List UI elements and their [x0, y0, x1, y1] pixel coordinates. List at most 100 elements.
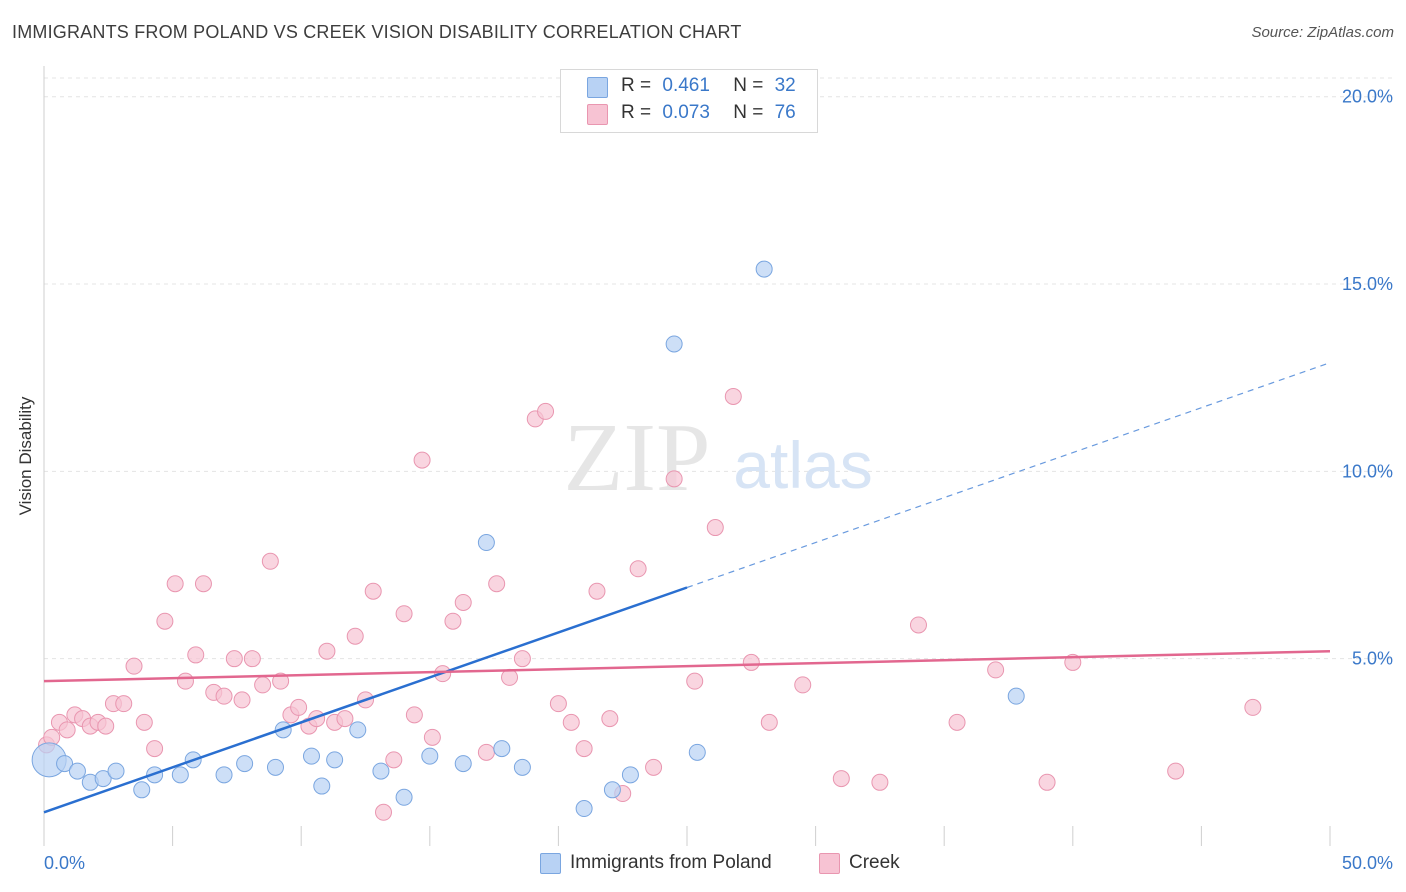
point-poland: [1007, 687, 1025, 705]
point-poland: [421, 747, 439, 765]
point-creek: [948, 713, 966, 731]
legend-n-value: 32: [774, 75, 796, 96]
point-poland: [665, 335, 683, 353]
point-poland: [215, 766, 233, 784]
point-creek: [215, 687, 233, 705]
point-creek: [290, 698, 308, 716]
point-creek: [1244, 698, 1262, 716]
point-poland: [513, 758, 531, 776]
point-creek: [501, 668, 519, 686]
point-poland: [302, 747, 320, 765]
axes: [43, 66, 1331, 846]
point-creek: [395, 605, 413, 623]
point-poland: [313, 777, 331, 795]
point-creek: [454, 593, 472, 611]
point-poland: [266, 758, 284, 776]
point-creek: [724, 387, 742, 405]
point-creek: [742, 653, 760, 671]
point-creek: [187, 646, 205, 664]
point-creek: [135, 713, 153, 731]
point-poland: [454, 755, 472, 773]
point-creek: [444, 612, 462, 630]
point-poland: [372, 762, 390, 780]
bottom-legend-label-poland: Immigrants from Poland: [570, 852, 772, 873]
gridlines: [44, 77, 1392, 660]
point-creek: [243, 650, 261, 668]
point-creek: [601, 710, 619, 728]
point-creek: [318, 642, 336, 660]
watermark: ZIP atlas: [564, 404, 873, 512]
y-tick-label: 10.0%: [1342, 461, 1393, 481]
legend-n-label: N =: [733, 75, 764, 96]
legend-r-value: 0.073: [662, 102, 710, 123]
legend-n-label: N =: [733, 102, 764, 123]
point-creek: [97, 717, 115, 735]
point-poland: [68, 762, 86, 780]
point-creek: [58, 721, 76, 739]
point-creek: [575, 740, 593, 758]
point-creek: [375, 803, 393, 821]
bottom-legend-label-creek: Creek: [849, 852, 900, 873]
trend-line-poland: [43, 586, 688, 814]
point-creek: [871, 773, 889, 791]
point-creek: [125, 657, 143, 675]
point-creek: [686, 672, 704, 690]
trend-lines: [43, 362, 1331, 814]
point-creek: [665, 470, 683, 488]
point-creek: [233, 691, 251, 709]
point-poland: [603, 781, 621, 799]
point-creek: [364, 582, 382, 600]
point-creek: [588, 582, 606, 600]
x-tick-label: 0.0%: [44, 853, 85, 873]
point-creek: [254, 676, 272, 694]
point-poland: [395, 788, 413, 806]
watermark-zip: ZIP: [564, 404, 711, 512]
point-poland: [56, 755, 74, 773]
point-poland: [349, 721, 367, 739]
point-creek: [549, 695, 567, 713]
point-creek: [760, 713, 778, 731]
legend-n-value: 76: [774, 102, 796, 123]
legend-r-label: R =: [621, 75, 652, 96]
point-creek: [272, 672, 290, 690]
point-creek: [261, 552, 279, 570]
bottom-legend-swatch-creek: [819, 853, 840, 874]
point-poland: [493, 740, 511, 758]
point-creek: [909, 616, 927, 634]
watermark-atlas: atlas: [733, 428, 872, 502]
tick-labels: 5.0% 10.0% 15.0% 20.0% 0.0% 50.0%: [44, 87, 1393, 873]
point-poland: [94, 770, 112, 788]
x-tick-label: 50.0%: [1342, 853, 1393, 873]
point-poland: [107, 762, 125, 780]
legend-swatch-poland: [587, 77, 608, 98]
y-tick-label: 5.0%: [1352, 649, 1393, 669]
legend-r-label: R =: [621, 102, 652, 123]
correlation-legend: R = 0.461 N = 32 R = 0.073 N = 76: [560, 69, 818, 133]
point-creek: [537, 402, 555, 420]
point-creek: [423, 728, 441, 746]
point-creek: [629, 560, 647, 578]
point-creek: [477, 743, 495, 761]
point-creek: [562, 713, 580, 731]
point-poland: [236, 755, 254, 773]
point-creek: [1167, 762, 1185, 780]
point-creek: [832, 770, 850, 788]
point-creek: [166, 575, 184, 593]
bottom-legend-swatch-poland: [540, 853, 561, 874]
point-creek: [115, 695, 133, 713]
point-poland: [688, 743, 706, 761]
point-poland: [575, 800, 593, 818]
point-creek: [156, 612, 174, 630]
point-creek: [706, 519, 724, 537]
point-creek: [225, 650, 243, 668]
trend-line-poland-extension: [686, 362, 1331, 589]
point-creek: [194, 575, 212, 593]
point-creek: [1038, 773, 1056, 791]
point-creek: [176, 672, 194, 690]
point-creek: [987, 661, 1005, 679]
point-creek: [513, 650, 531, 668]
point-poland: [477, 534, 495, 552]
point-poland: [326, 751, 344, 769]
data-points: [31, 260, 1262, 821]
